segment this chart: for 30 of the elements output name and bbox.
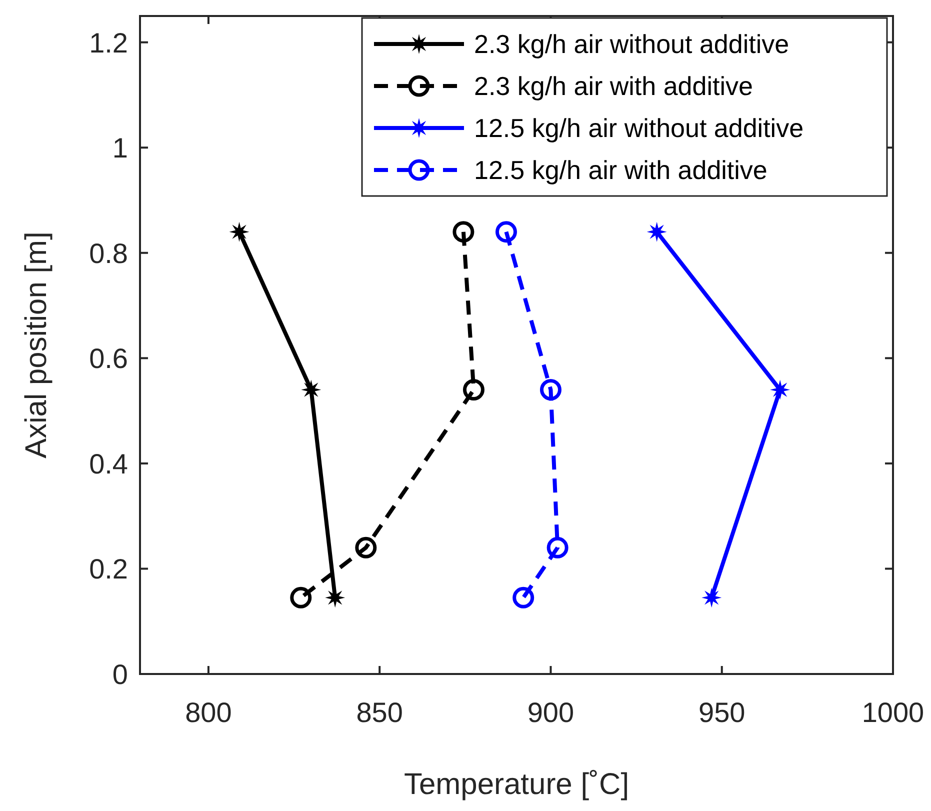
y-tick-label: 0.4 bbox=[89, 448, 128, 480]
y-tick-label: 0.6 bbox=[89, 343, 128, 374]
x-axis-title: Temperature [˚C] bbox=[404, 768, 630, 801]
x-tick-label: 950 bbox=[698, 697, 746, 728]
y-axis-title: Axial position [m] bbox=[20, 232, 53, 458]
legend-label: 12.5 kg/h air with additive bbox=[474, 155, 768, 185]
x-tick-label: 850 bbox=[356, 697, 403, 728]
point bbox=[540, 378, 562, 400]
point bbox=[452, 221, 474, 243]
y-tick-label: 1.2 bbox=[89, 27, 128, 58]
x-tick-label: 1000 bbox=[862, 697, 924, 728]
point bbox=[495, 221, 517, 243]
x-tick-label: 800 bbox=[185, 697, 232, 728]
legend-label: 2.3 kg/h air with additive bbox=[474, 71, 753, 101]
y-tick-label: 0 bbox=[112, 659, 128, 690]
y-tick-label: 1 bbox=[112, 132, 128, 164]
point bbox=[229, 222, 250, 242]
point bbox=[770, 380, 790, 400]
point bbox=[290, 586, 312, 608]
legend-label: 2.3 kg/h air without additive bbox=[474, 29, 790, 59]
point bbox=[512, 586, 534, 608]
y-tick-label: 0.2 bbox=[89, 554, 128, 585]
point bbox=[702, 588, 722, 608]
x-tick-label: 900 bbox=[527, 697, 574, 728]
point bbox=[462, 378, 484, 400]
point bbox=[546, 536, 568, 558]
point bbox=[646, 222, 667, 242]
legend-label: 12.5 kg/h air without additive bbox=[474, 113, 804, 143]
point bbox=[355, 536, 377, 558]
y-tick-label: 0.8 bbox=[89, 238, 128, 269]
